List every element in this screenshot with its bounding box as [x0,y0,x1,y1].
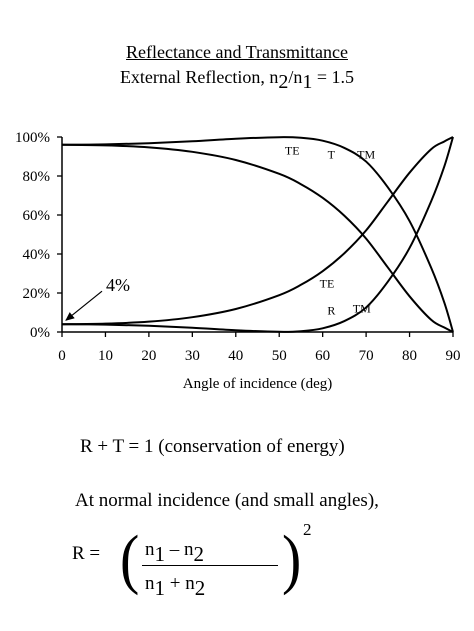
formula-denominator: n1 + n2 [145,570,205,600]
den-sub2: 2 [194,576,206,600]
curve-r-tm [61,136,454,333]
x-tick-label: 90 [446,348,461,364]
subtitle-suffix: = 1.5 [312,67,355,87]
curve-label-t: T [328,148,336,162]
curve-label-r: R [327,304,335,318]
x-tick-label: 80 [402,348,417,364]
x-tick-label: 60 [315,348,330,364]
formula-lhs: R = [72,543,101,564]
x-tick-label: 70 [359,348,374,364]
conservation-equation: R + T = 1 (conservation of energy) [80,436,345,457]
curve-label-te: TE [285,144,300,158]
y-tick-label: 0% [30,325,50,341]
y-tick-label: 80% [23,169,51,185]
x-tick-label: 20 [141,348,156,364]
subtitle-prefix: External Reflection, n [119,67,279,87]
x-tick-label: 0 [58,348,66,364]
subtitle-sub2: 1 [302,71,313,93]
formula-open-paren: ( [120,521,140,596]
x-tick-label: 40 [228,348,243,364]
num-op: – n [165,539,194,560]
y-tick-label: 20% [23,286,51,302]
chart-subtitle: External Reflection, n2/n1 = 1.5 [0,66,474,93]
num-n1: n [145,539,155,560]
y-tick-label: 60% [23,208,51,224]
formula-exponent: 2 [303,520,312,539]
num-sub1: 1 [154,542,166,566]
formula-numerator: n1 – n2 [145,536,204,566]
curve-t-te [61,143,454,333]
den-sub1: 1 [154,576,166,600]
curve-label-te: TE [320,276,335,290]
annotation-4-percent: 4% [106,275,130,295]
den-op: + n [165,573,195,594]
y-tick-label: 40% [23,247,51,263]
formula-close-paren: ) [282,521,302,596]
curve-label-tm: TM [357,148,375,162]
den-n1: n [145,573,155,594]
curve-r-te [61,136,454,326]
curve-label-tm: TM [353,302,371,316]
subtitle-mid: /n [288,67,303,87]
num-sub2: 2 [193,542,205,566]
fraction-bar [142,565,278,566]
annotation-arrow [65,290,103,321]
reflectance-formula: R = ( n1 – n2 n1 + n2 ) 2 [72,520,312,605]
reflectance-chart: 0% 20% 40% 60% 80% 100% 0 10 20 30 40 50 60 70 80 90 Ang… [15,130,461,392]
x-tick-label: 10 [98,348,113,364]
x-tick-label: 30 [185,348,200,364]
y-tick-label: 100% [15,130,50,146]
normal-incidence-text: At normal incidence (and small angles), [75,490,379,511]
subtitle-sub1: 2 [278,71,289,93]
x-axis-label: Angle of incidence (deg) [183,376,333,392]
chart-title: Reflectance and Transmittance [126,42,348,62]
curve-t-tm [61,136,454,333]
x-tick-label: 50 [272,348,287,364]
